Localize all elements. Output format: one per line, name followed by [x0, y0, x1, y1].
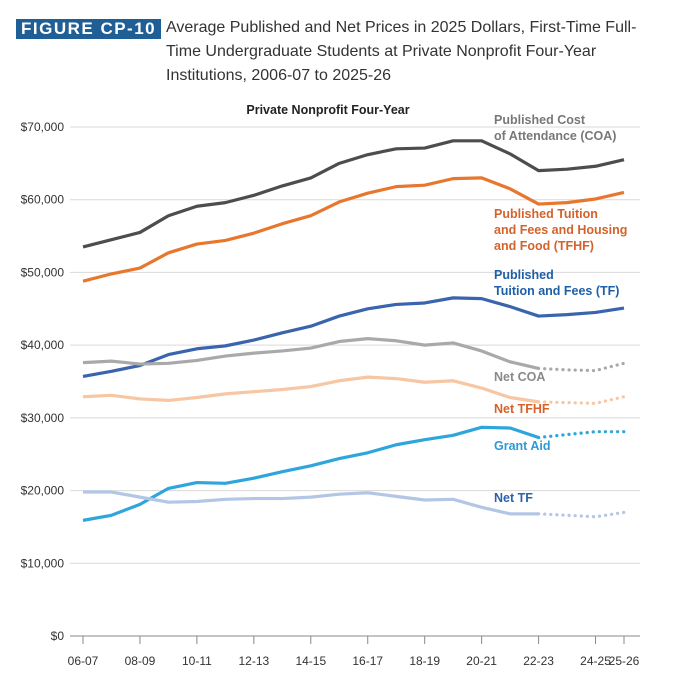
x-tick-label: 06-07: [68, 654, 99, 668]
figure-label: FIGURE CP-10: [16, 19, 162, 39]
series-projection-line: [536, 430, 626, 440]
series-label: Net TFHF: [494, 402, 550, 416]
series-line: [82, 139, 625, 249]
series-label: Published Cost: [494, 113, 586, 127]
x-tick-label: 24-25: [580, 654, 611, 668]
y-tick-label: $0: [51, 629, 65, 643]
x-tick-label: 14-15: [295, 654, 326, 668]
series-line: [82, 296, 625, 378]
x-tick-label: 25-26: [609, 654, 640, 668]
series-label: Net COA: [494, 370, 545, 384]
series-line: [83, 490, 539, 516]
series-projection-line: [536, 361, 626, 373]
y-tick-label: $60,000: [21, 193, 65, 207]
y-tick-label: $20,000: [21, 484, 65, 498]
chart-title: Private Nonprofit Four-Year: [246, 103, 409, 117]
y-tick-label: $70,000: [21, 120, 65, 134]
x-tick-label: 18-19: [409, 654, 440, 668]
x-tick-label: 16-17: [352, 654, 383, 668]
y-tick-label: $40,000: [21, 338, 65, 352]
series-label: Grant Aid: [494, 439, 550, 453]
series-line: [82, 375, 539, 404]
series-line: [82, 336, 539, 370]
series-label: of Attendance (COA): [494, 129, 616, 143]
series-projection-line: [536, 510, 626, 519]
series-line: [82, 176, 625, 283]
figure-title: Average Published and Net Prices in 2025…: [166, 19, 637, 84]
series-projection-line: [536, 395, 626, 405]
y-tick-label: $10,000: [21, 556, 65, 570]
series-label: Published: [494, 268, 554, 282]
x-tick-label: 08-09: [125, 654, 156, 668]
series-label: Net TF: [494, 491, 533, 505]
x-tick-label: 22-23: [523, 654, 554, 668]
x-tick-label: 20-21: [466, 654, 497, 668]
x-tick-label: 12-13: [238, 654, 269, 668]
series-label: Published Tuition: [494, 207, 598, 221]
y-tick-label: $50,000: [21, 265, 65, 279]
y-tick-label: $30,000: [21, 411, 65, 425]
x-tick-label: 10-11: [182, 654, 212, 668]
series-label: and Fees and Housing: [494, 223, 627, 237]
series-label: and Food (TFHF): [494, 239, 594, 253]
series-label: Tuition and Fees (TF): [494, 284, 619, 298]
series-line: [82, 425, 540, 522]
